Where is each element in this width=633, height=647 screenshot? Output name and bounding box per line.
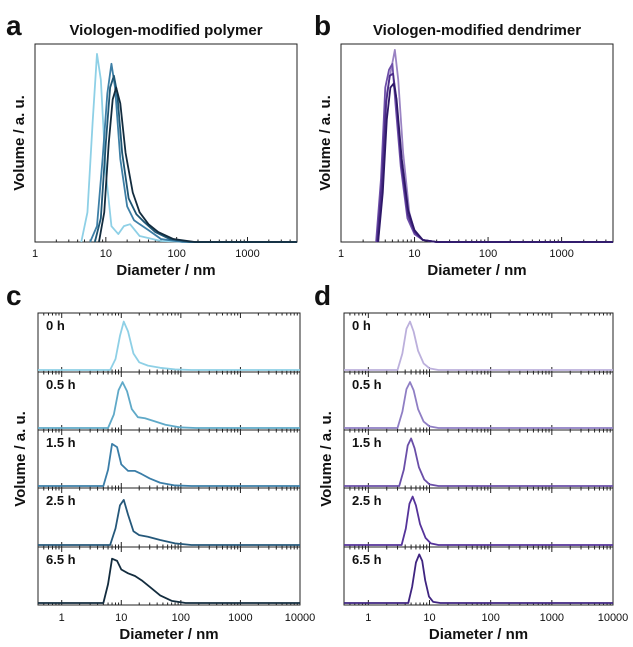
subplot-frame [37, 487, 301, 548]
x-tick-label: 10 [408, 248, 420, 260]
x-axis-label: Diameter / nm [429, 626, 528, 643]
x-axis-label: Diameter / nm [119, 626, 218, 643]
x-tick-label: 1 [59, 612, 65, 624]
panel-a: a Viologen-modified polymer 1 10 100 1000 Diam… [6, 10, 298, 279]
time-label: 2.5 h [46, 493, 76, 508]
x-tick-label: 10000 [285, 612, 316, 624]
series-line [38, 381, 300, 429]
y-axis-label: Volume / a. u. [317, 95, 334, 191]
series-line-1 [375, 62, 613, 243]
subplot-2: 1.5 h [37, 429, 301, 489]
x-tick-label: 1000 [235, 248, 259, 260]
panel-letter: c [6, 280, 22, 311]
subplot-frame [343, 429, 614, 489]
x-axis-label: Diameter / nm [116, 262, 215, 279]
series-line [344, 495, 613, 546]
panel-letter: a [6, 10, 22, 41]
series-line [38, 557, 300, 604]
series-line [344, 320, 613, 371]
series-line-3 [377, 82, 613, 243]
time-label: 0 h [352, 318, 371, 333]
subplot-frame [343, 371, 614, 431]
subplot-frame [37, 429, 301, 489]
subplot-frame [343, 546, 614, 606]
series-line [344, 553, 613, 604]
subplot-frame [37, 312, 301, 373]
subplot-0: 0 h [343, 312, 614, 373]
time-label: 2.5 h [352, 493, 382, 508]
panel-d: d 0 h 0.5 h 1.5 h 2.5 h 6.5 h 1 10 100 1000 10000 D… [314, 280, 628, 643]
series-line-3 [98, 86, 297, 243]
subplot-3: 2.5 h [37, 487, 301, 548]
time-label: 0 h [46, 318, 65, 333]
time-label: 0.5 h [46, 377, 76, 392]
series-line-2 [93, 74, 297, 243]
x-tick-label: 10 [115, 612, 127, 624]
time-label: 1.5 h [46, 435, 76, 450]
series-line [38, 320, 300, 371]
y-axis-label: Volume / a. u. [318, 411, 335, 507]
time-label: 0.5 h [352, 377, 382, 392]
panel-b: b Viologen-modified dendrimer 1 10 100 1000 Di… [314, 10, 614, 279]
x-tick-label: 1 [365, 612, 371, 624]
series-line-2 [376, 72, 613, 243]
panel-c: c 0 h 0.5 h 1.5 h 2.5 h 6.5 h 1 10 100 1000 10000 D… [6, 280, 315, 643]
x-tick-label: 1 [338, 248, 344, 260]
x-tick-label: 100 [479, 248, 497, 260]
x-tick-label: 1000 [549, 248, 573, 260]
x-tick-label: 1000 [540, 612, 564, 624]
x-axis-label: Diameter / nm [427, 262, 526, 279]
plot-frame [34, 43, 298, 243]
series-line-1 [89, 62, 297, 243]
time-label: 6.5 h [46, 552, 76, 567]
series-line-0 [80, 53, 297, 243]
subplot-3: 2.5 h [343, 487, 614, 548]
x-tick-label: 1000 [228, 612, 252, 624]
subplot-4: 6.5 h [37, 546, 301, 606]
time-label: 6.5 h [352, 552, 382, 567]
series-line [344, 381, 613, 429]
subplot-frame [37, 371, 301, 431]
panel-letter: b [314, 10, 331, 41]
y-axis-label: Volume / a. u. [12, 411, 29, 507]
x-tick-label: 1 [32, 248, 38, 260]
subplot-frame [37, 546, 301, 606]
x-tick-label: 100 [481, 612, 499, 624]
subplot-4: 6.5 h [343, 546, 614, 606]
subplot-frame [343, 487, 614, 548]
x-tick-label: 10 [100, 248, 112, 260]
subplot-0: 0 h [37, 312, 301, 373]
series-line [344, 437, 613, 487]
x-tick-label: 100 [172, 612, 190, 624]
subplot-1: 0.5 h [37, 371, 301, 431]
subplot-frame [343, 312, 614, 373]
x-tick-label: 100 [167, 248, 185, 260]
panel-title: Viologen-modified dendrimer [373, 22, 581, 39]
series-line [38, 442, 300, 487]
time-label: 1.5 h [352, 435, 382, 450]
series-line [38, 498, 300, 546]
y-axis-label: Volume / a. u. [11, 95, 28, 191]
subplot-1: 0.5 h [343, 371, 614, 431]
x-tick-label: 10000 [598, 612, 629, 624]
series-line-0 [377, 49, 613, 243]
x-tick-label: 10 [423, 612, 435, 624]
panel-title: Viologen-modified polymer [69, 22, 262, 39]
subplot-2: 1.5 h [343, 429, 614, 489]
panel-letter: d [314, 280, 331, 311]
